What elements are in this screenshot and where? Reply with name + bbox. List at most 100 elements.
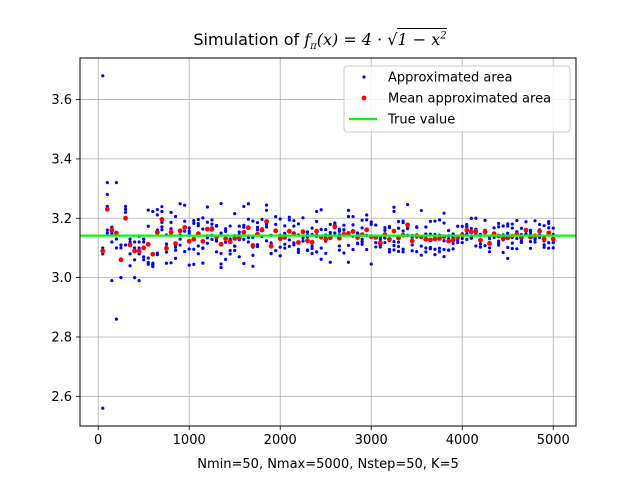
approx-point <box>269 241 273 245</box>
mean-point <box>309 239 315 245</box>
approx-point <box>551 246 555 250</box>
approx-point <box>287 218 291 222</box>
approx-point <box>123 204 128 208</box>
approx-point <box>192 262 196 266</box>
approx-point <box>510 226 514 230</box>
approx-point <box>351 214 355 219</box>
approx-point <box>510 241 514 245</box>
approx-point <box>451 241 455 245</box>
mean-point <box>487 241 492 246</box>
y-tick-label: 3.2 <box>51 212 72 227</box>
approx-point <box>406 226 410 231</box>
approx-point <box>342 251 346 255</box>
approx-point <box>183 219 187 223</box>
approx-point <box>123 207 128 211</box>
approx-point <box>501 224 505 228</box>
approx-point <box>319 246 323 250</box>
approx-point <box>533 240 537 244</box>
x-tick-label: 4000 <box>446 433 479 448</box>
approx-point <box>346 243 351 248</box>
approx-point <box>292 224 296 228</box>
approx-point <box>173 256 178 260</box>
approx-point <box>274 222 278 226</box>
approx-point <box>487 246 492 250</box>
approx-point <box>274 248 278 253</box>
approx-point <box>114 237 119 241</box>
approx-point <box>255 228 260 232</box>
approx-point <box>187 226 191 230</box>
mean-point <box>273 228 279 234</box>
mean-point <box>104 206 110 212</box>
approx-point <box>146 262 150 266</box>
approx-point <box>419 244 423 248</box>
approx-point <box>233 248 237 253</box>
approx-point <box>196 224 200 228</box>
mean-point <box>268 243 274 249</box>
approx-point <box>478 245 483 249</box>
approx-point <box>315 250 319 254</box>
approx-point <box>365 247 369 252</box>
approx-point <box>287 215 291 219</box>
approx-point <box>501 250 505 255</box>
approx-point <box>137 278 141 283</box>
approx-point <box>105 181 109 185</box>
approx-point <box>146 256 150 260</box>
approx-point <box>183 229 187 233</box>
mean-point <box>150 251 156 257</box>
approx-point <box>219 201 223 206</box>
approx-point <box>164 242 169 246</box>
legend-label: Approximated area <box>388 71 512 86</box>
approx-point <box>164 261 169 265</box>
approx-point <box>460 241 464 245</box>
approx-point <box>360 239 364 244</box>
mean-point <box>177 228 183 234</box>
approx-point <box>355 242 360 246</box>
approx-point <box>456 224 460 228</box>
approx-point <box>360 237 364 241</box>
mean-point <box>118 257 124 263</box>
mean-point <box>123 215 128 221</box>
approx-point <box>278 245 282 249</box>
chart-title-formula: fπ(x) = 4 · √1 − x2 <box>304 28 447 53</box>
legend: Approximated area Mean approximated area T… <box>343 65 571 133</box>
approx-point <box>114 181 119 185</box>
approx-point <box>237 224 241 228</box>
approx-point <box>528 239 533 244</box>
approx-point <box>442 239 446 243</box>
approx-point <box>460 224 464 228</box>
approx-point <box>128 237 132 241</box>
approx-point <box>146 224 150 228</box>
approx-point <box>133 258 137 262</box>
approx-point <box>528 246 533 250</box>
mean-point <box>464 227 470 233</box>
approx-point <box>506 224 510 228</box>
mean-point <box>405 222 411 228</box>
approx-point <box>337 244 341 248</box>
mean-point <box>109 227 115 233</box>
approx-point <box>219 251 223 256</box>
approx-point <box>283 246 287 250</box>
approx-point <box>155 213 159 217</box>
approx-point <box>387 224 392 229</box>
approx-point <box>346 260 351 264</box>
mean-point <box>145 241 151 247</box>
mean-point <box>232 236 238 241</box>
approx-point <box>114 317 119 321</box>
approx-point <box>169 220 173 224</box>
x-tick-label: 1000 <box>173 433 206 448</box>
approx-point <box>324 227 328 232</box>
approx-point <box>424 246 428 250</box>
approx-point <box>237 230 241 234</box>
approx-point <box>401 229 405 233</box>
approx-point <box>133 276 137 280</box>
approx-point <box>224 227 228 231</box>
mean-point <box>205 226 210 232</box>
mean-point <box>159 217 165 222</box>
approx-point <box>114 246 119 250</box>
approx-point <box>287 238 291 242</box>
approx-point <box>506 231 510 235</box>
mean-point <box>154 230 160 235</box>
approx-point <box>465 237 469 242</box>
mean-point <box>391 228 397 234</box>
